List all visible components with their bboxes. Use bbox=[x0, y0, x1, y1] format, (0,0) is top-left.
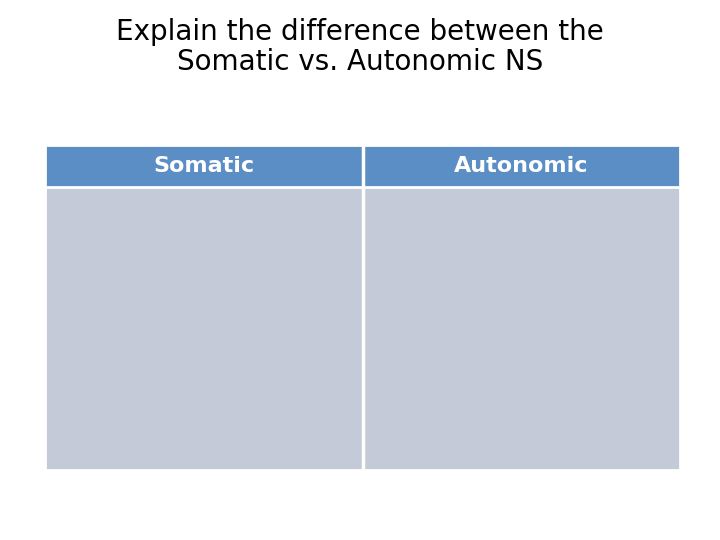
Bar bbox=[45, 187, 362, 470]
Text: Explain the difference between the: Explain the difference between the bbox=[116, 18, 604, 46]
Text: Somatic vs. Autonomic NS: Somatic vs. Autonomic NS bbox=[177, 48, 543, 76]
Bar bbox=[362, 145, 680, 187]
Text: Somatic: Somatic bbox=[153, 156, 254, 176]
Bar bbox=[45, 145, 362, 187]
Text: Autonomic: Autonomic bbox=[454, 156, 588, 176]
Bar bbox=[362, 187, 680, 470]
